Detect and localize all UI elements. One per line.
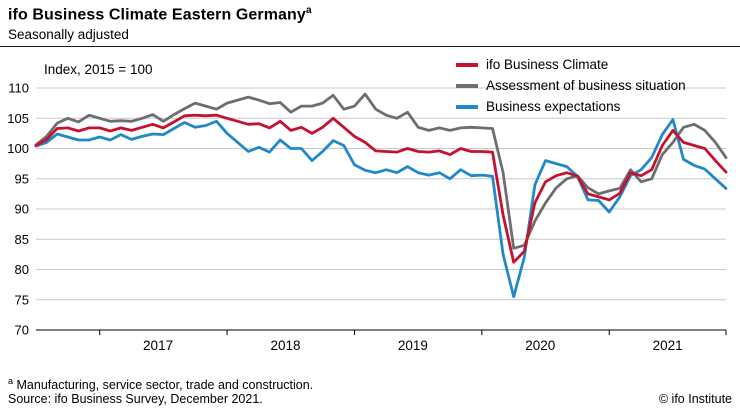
svg-text:90: 90	[15, 202, 29, 217]
chart-footnote: a Manufacturing, service sector, trade a…	[8, 376, 313, 392]
svg-text:70: 70	[15, 323, 29, 338]
svg-text:95: 95	[15, 171, 29, 186]
legend-swatch-blue-line	[456, 104, 478, 109]
svg-text:110: 110	[8, 81, 29, 96]
legend-label: Assessment of business situation	[486, 78, 686, 93]
legend-item-business-climate: ifo Business Climate	[456, 54, 686, 75]
chart-legend: ifo Business Climate Assessment of busin…	[456, 54, 686, 117]
axis-unit-note: Index, 2015 = 100	[44, 62, 153, 77]
svg-text:85: 85	[15, 232, 29, 247]
footnote-text: Manufacturing, service sector, trade and…	[16, 378, 314, 393]
page-title: ifo Business Climate Eastern Germanya	[8, 5, 312, 24]
svg-text:2018: 2018	[270, 338, 300, 353]
chart-area: 70 75 80 85 90 95 100 105 110 2017 2018 2019 2020 202…	[0, 48, 740, 366]
legend-swatch-red-line	[456, 62, 478, 67]
line-chart: 70 75 80 85 90 95 100 105 110 2017 2018 2019 2020 202…	[7, 81, 728, 353]
svg-text:2017: 2017	[143, 338, 173, 353]
legend-label: Business expectations	[486, 99, 621, 114]
title-footnote-marker: a	[305, 5, 312, 16]
svg-text:2020: 2020	[525, 338, 555, 353]
svg-text:2019: 2019	[398, 338, 428, 353]
svg-text:2021: 2021	[653, 338, 683, 353]
legend-item-expectations: Business expectations	[456, 96, 686, 117]
copyright: © ifo Institute	[658, 392, 732, 406]
legend-item-assessment: Assessment of business situation	[456, 75, 686, 96]
page-subtitle: Seasonally adjusted	[8, 27, 129, 42]
svg-text:80: 80	[15, 262, 29, 277]
footnote-marker: a	[8, 376, 14, 386]
legend-label: ifo Business Climate	[486, 57, 609, 72]
svg-text:105: 105	[7, 111, 29, 126]
header-divider	[0, 46, 740, 47]
legend-swatch-gray-line	[456, 83, 478, 88]
svg-text:75: 75	[15, 292, 29, 307]
page-title-text: ifo Business Climate Eastern Germany	[8, 6, 306, 24]
source-line: Source: ifo Business Survey, December 20…	[8, 392, 263, 406]
svg-text:100: 100	[7, 141, 29, 156]
